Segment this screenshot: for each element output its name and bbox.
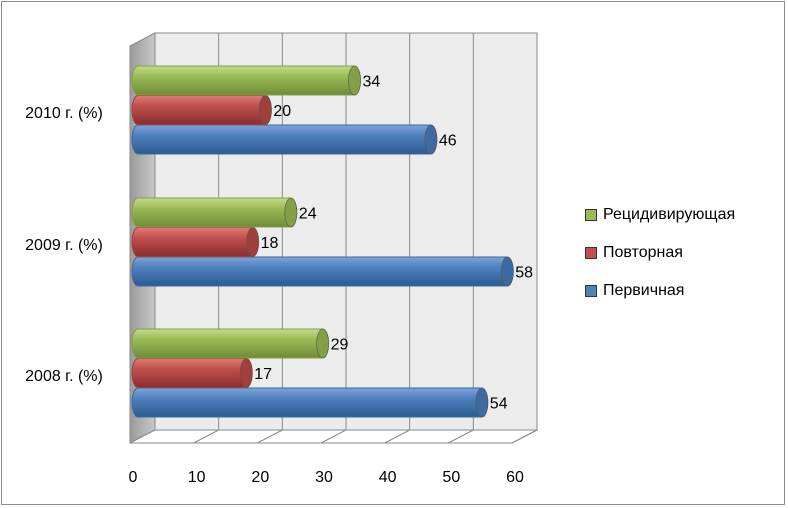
bar	[131, 95, 272, 125]
bar-cap	[475, 387, 489, 418]
bar-cap	[316, 328, 329, 359]
legend-label-repeated: Повторная	[603, 244, 683, 261]
floor-gridline	[448, 429, 474, 444]
x-tick-label: 40	[379, 469, 397, 486]
data-label: 34	[362, 74, 380, 91]
bar	[131, 227, 260, 257]
legend-item-primary: Первичная	[585, 281, 735, 301]
legend: Рецидивирующая Повторная Первичная	[585, 205, 735, 319]
x-tick-label: 50	[442, 469, 460, 486]
bar-cap	[424, 124, 438, 155]
bar-cap	[239, 358, 253, 388]
data-label: 54	[490, 396, 508, 413]
y-category-label: 2010 г. (%)	[25, 105, 103, 122]
bar-cap	[259, 95, 272, 125]
bar	[131, 387, 489, 418]
data-label: 20	[273, 103, 291, 120]
data-label: 18	[261, 235, 279, 252]
legend-swatch-primary	[585, 285, 597, 297]
legend-item-repeated: Повторная	[585, 243, 735, 263]
legend-swatch-repeated	[585, 247, 597, 259]
legend-label-recurrent: Рецидивирующая	[603, 206, 736, 223]
bar	[131, 124, 438, 155]
bar-cap	[284, 197, 298, 228]
data-label: 46	[439, 133, 457, 150]
y-category-label: 2009 г. (%)	[25, 237, 103, 254]
bar	[131, 328, 330, 359]
labels: 0 10 20 30 40 50 60 2008 г. (%) 54 17 29 2009 г. (%…	[25, 74, 533, 487]
data-label: 24	[299, 206, 317, 223]
data-label: 17	[254, 366, 272, 383]
floor-gridline	[320, 429, 347, 444]
y-category-label: 2008 г. (%)	[25, 368, 103, 385]
data-label: 29	[331, 337, 349, 354]
legend-label-primary: Первичная	[603, 282, 685, 299]
x-tick-label: 0	[129, 469, 138, 486]
x-tick-label: 30	[315, 469, 333, 486]
x-tick-label: 20	[251, 469, 269, 486]
bar	[131, 358, 253, 388]
data-label: 58	[515, 265, 533, 282]
bar	[131, 197, 298, 228]
x-tick-label: 60	[506, 469, 524, 486]
bars	[131, 65, 514, 418]
legend-swatch-recurrent	[585, 209, 597, 221]
bar-cap	[348, 65, 361, 96]
floor-gridline	[193, 429, 219, 444]
bar	[131, 65, 361, 96]
bar	[131, 256, 514, 287]
x-tick-label: 10	[188, 469, 206, 486]
bar-cap	[246, 227, 259, 257]
floor-gridline	[257, 429, 283, 444]
floor-gridline	[384, 429, 410, 444]
floor-gridline	[511, 429, 538, 444]
bar-cap	[500, 256, 514, 287]
legend-item-recurrent: Рецидивирующая	[585, 205, 735, 225]
